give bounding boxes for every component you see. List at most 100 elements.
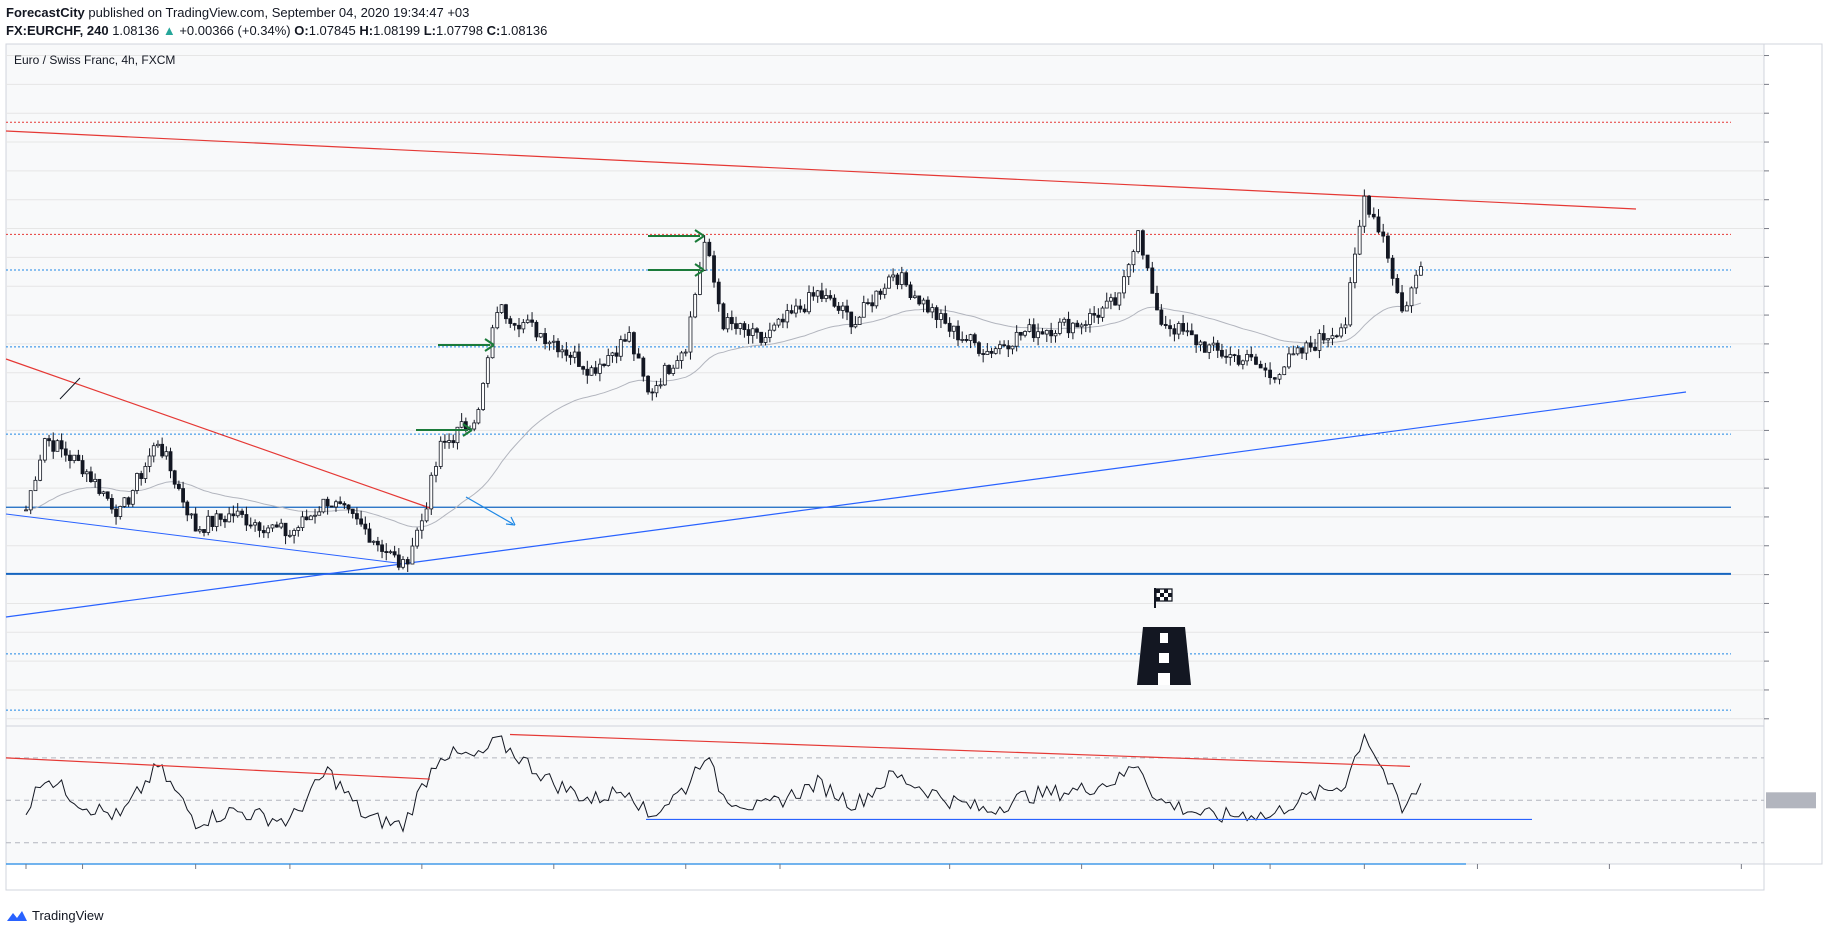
candle-body <box>202 529 206 533</box>
candle-body <box>836 305 841 311</box>
candle-body <box>1326 338 1330 341</box>
candle-body <box>84 471 89 475</box>
candle-body <box>636 353 641 359</box>
candle-body <box>977 342 981 354</box>
candle-body <box>1362 195 1367 227</box>
candle-body <box>930 307 935 313</box>
candle-body <box>667 364 671 374</box>
candle-body <box>359 518 364 525</box>
candle-body <box>118 506 123 517</box>
candle-body <box>538 333 543 338</box>
candle-body <box>947 322 952 332</box>
chart-title: Euro / Swiss Franc, 4h, FXCM <box>14 53 175 67</box>
candle-body <box>845 305 849 313</box>
candle-body <box>193 513 198 532</box>
close-value: 1.08136 <box>500 23 548 38</box>
candle-body <box>508 318 513 324</box>
candle-body <box>164 451 169 457</box>
candle-body <box>1140 230 1145 256</box>
oscillator-pane[interactable] <box>5 725 1765 865</box>
symbol-label: FX:EURCHF, 240 <box>6 23 109 38</box>
target-arrow-head-icon <box>462 423 473 437</box>
candle-body <box>147 455 152 467</box>
target-arrow-head-icon <box>484 338 495 352</box>
footer-brand: TradingView <box>32 908 104 923</box>
candle-body <box>1313 346 1317 351</box>
footer: TradingView <box>6 908 104 923</box>
candle-body <box>231 513 236 517</box>
candle-body <box>442 440 447 443</box>
candle-body <box>606 355 611 366</box>
candle-body <box>1308 342 1313 348</box>
candle-body <box>130 490 135 505</box>
candle-body <box>960 338 965 341</box>
candle-body <box>623 339 627 342</box>
candle-body <box>891 274 895 278</box>
candle-body <box>1263 367 1268 371</box>
candle-body <box>1291 353 1296 356</box>
publisher-name[interactable]: ForecastCity <box>6 5 85 20</box>
candle-body <box>870 302 875 307</box>
candle-body <box>772 324 777 331</box>
candle-body <box>551 340 556 343</box>
price-axis[interactable] <box>1763 43 1823 865</box>
candle-body <box>614 352 619 357</box>
candle-body <box>235 510 240 517</box>
candle-body <box>702 241 707 271</box>
wedge-lower-trendline <box>5 513 406 565</box>
candle-body <box>1155 292 1159 311</box>
candle-body <box>729 317 734 325</box>
candle-body <box>244 514 249 526</box>
candle-body <box>424 508 429 522</box>
candle-body <box>1367 195 1371 215</box>
candle-body <box>525 319 530 323</box>
candle-body <box>1071 322 1075 334</box>
candle-body <box>964 338 969 341</box>
candle-body <box>1228 354 1233 358</box>
candle-body <box>1232 354 1237 357</box>
candle-body <box>214 513 219 527</box>
candle-body <box>1168 325 1172 330</box>
candle-body <box>257 522 262 531</box>
candle-body <box>1202 341 1207 353</box>
candle-body <box>300 516 305 529</box>
candle-body <box>1390 257 1395 279</box>
candle-body <box>1122 276 1126 294</box>
candle-body <box>1002 344 1007 347</box>
candle-body <box>824 295 828 299</box>
candle-body <box>662 364 667 386</box>
candle-body <box>512 323 517 326</box>
main-pane[interactable] <box>5 43 1765 727</box>
candle-body <box>270 524 275 529</box>
candle-body <box>97 478 102 494</box>
candle-body <box>287 534 292 537</box>
candle-body <box>261 530 266 534</box>
candle-body <box>1334 335 1339 338</box>
candle-body <box>763 337 768 343</box>
candle-body <box>1400 292 1404 312</box>
candle-body <box>530 319 534 323</box>
candle-body <box>266 527 271 534</box>
candle-body <box>746 329 751 336</box>
candle-body <box>798 305 803 310</box>
candle-body <box>853 324 858 328</box>
candle-body <box>135 473 139 491</box>
candle-body <box>943 313 948 324</box>
candle-body <box>329 505 334 508</box>
candle-body <box>1211 342 1216 346</box>
candle-body <box>455 426 460 444</box>
candle-body <box>874 290 879 307</box>
candle-body <box>721 303 726 330</box>
candle-body <box>1404 305 1409 312</box>
candle-body <box>679 352 684 361</box>
candle-body <box>429 474 434 510</box>
candle-body <box>210 515 215 527</box>
candle-body <box>93 478 98 483</box>
candle-body <box>849 311 854 328</box>
time-axis[interactable] <box>5 863 1765 891</box>
target-arrow-head-icon <box>694 229 705 243</box>
candle-body <box>24 509 28 512</box>
candle-body <box>866 302 870 304</box>
candle-body <box>1254 356 1258 365</box>
